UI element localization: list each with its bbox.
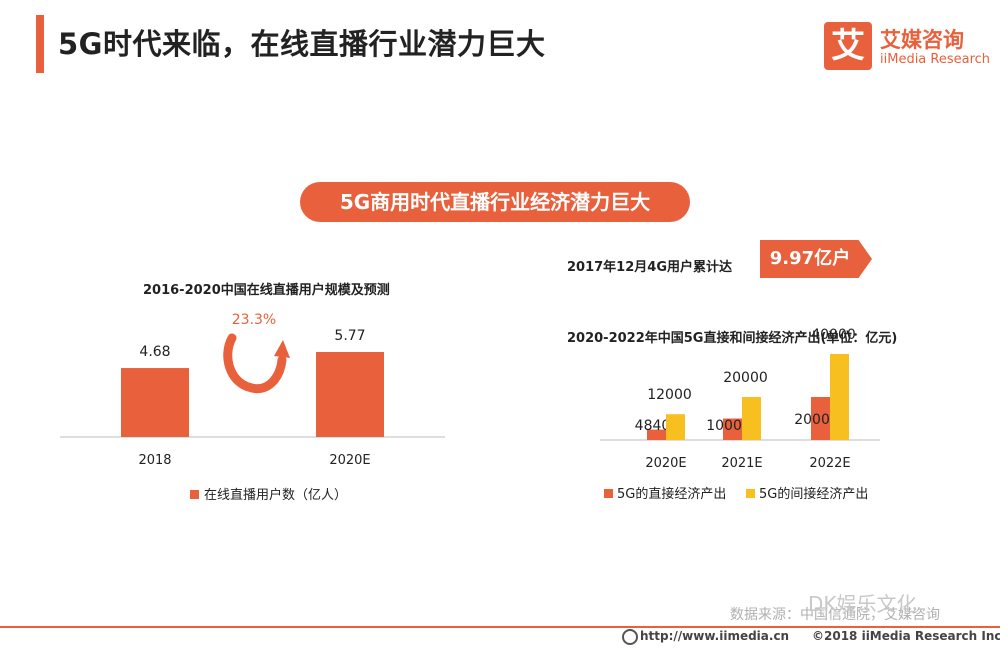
- chart-1-bar: [316, 352, 384, 437]
- chart-2-bar: [723, 418, 742, 440]
- chart-2-category-label: 2022E: [809, 456, 850, 471]
- footer-url[interactable]: http://www.iimedia.cn: [640, 629, 790, 643]
- chart-1-title: 2016-2020中国在线直播用户规模及预测: [143, 283, 390, 298]
- globe-icon: [622, 629, 638, 645]
- chart-1-bar: [121, 368, 189, 437]
- chart-1-value-label: 4.68: [139, 344, 170, 360]
- chart-2-value-label: 20000: [794, 412, 839, 428]
- stat-badge: 9.97亿户: [760, 240, 872, 278]
- chart-2-bar: [811, 397, 830, 440]
- growth-arrow-icon: [223, 333, 287, 394]
- chart-1-legend-swatch: [190, 490, 199, 499]
- chart-2-value-label: 40000: [811, 327, 856, 343]
- stat-label: 2017年12月4G用户累计达: [567, 260, 732, 275]
- brand-name-en: iiMedia Research: [880, 52, 991, 67]
- section-banner: 5G商用时代直播行业经济潜力巨大: [300, 182, 690, 222]
- chart-2-category-label: 2021E: [721, 456, 762, 471]
- source-note: 数据来源：中国信通院，艾媒咨询: [730, 607, 940, 623]
- chart-2-value-label: 10000: [706, 418, 751, 434]
- chart-1-value-label: 5.77: [334, 328, 365, 344]
- chart-2-legend-label: 5G的间接经济产出: [759, 486, 868, 502]
- chart-2-value-label: 4840: [635, 418, 671, 434]
- chart-2-bar: [742, 397, 761, 440]
- chart-2-category-label: 2020E: [645, 456, 686, 471]
- chart-2-title: 2020-2022年中国5G直接和间接经济产出(单位：亿元): [567, 331, 898, 346]
- growth-arrowhead-icon: [274, 340, 290, 358]
- brand-name-cn: 艾媒咨询: [880, 28, 964, 52]
- chart-2-bar: [666, 414, 685, 440]
- chart-2-value-label: 20000: [723, 370, 768, 386]
- chart-2-legend-swatch: [746, 489, 755, 498]
- footer-copyright: ©2018 iiMedia Research Inc: [812, 629, 1000, 643]
- watermark: DK娱乐文化: [808, 592, 917, 616]
- chart-1-category-label: 2020E: [329, 453, 370, 468]
- chart-2-legend-label: 5G的直接经济产出: [617, 486, 726, 502]
- chart-2-value-label: 12000: [647, 387, 692, 403]
- stat-badge-arrow-shape: [760, 240, 872, 278]
- chart-1-category-label: 2018: [138, 453, 171, 468]
- chart-2-bar: [830, 354, 849, 440]
- footer-divider: [0, 626, 1000, 628]
- chart-1-legend-label: 在线直播用户数（亿人）: [204, 487, 347, 503]
- chart-2-legend-swatch: [604, 489, 613, 498]
- growth-rate-label: 23.3%: [232, 312, 276, 328]
- brand-logo: 艾: [824, 22, 872, 70]
- title-accent-bar: [36, 15, 44, 73]
- chart-2-bar: [647, 429, 666, 440]
- page-title: 5G时代来临，在线直播行业潜力巨大: [58, 27, 546, 61]
- stat-value: 9.97亿户: [769, 248, 851, 269]
